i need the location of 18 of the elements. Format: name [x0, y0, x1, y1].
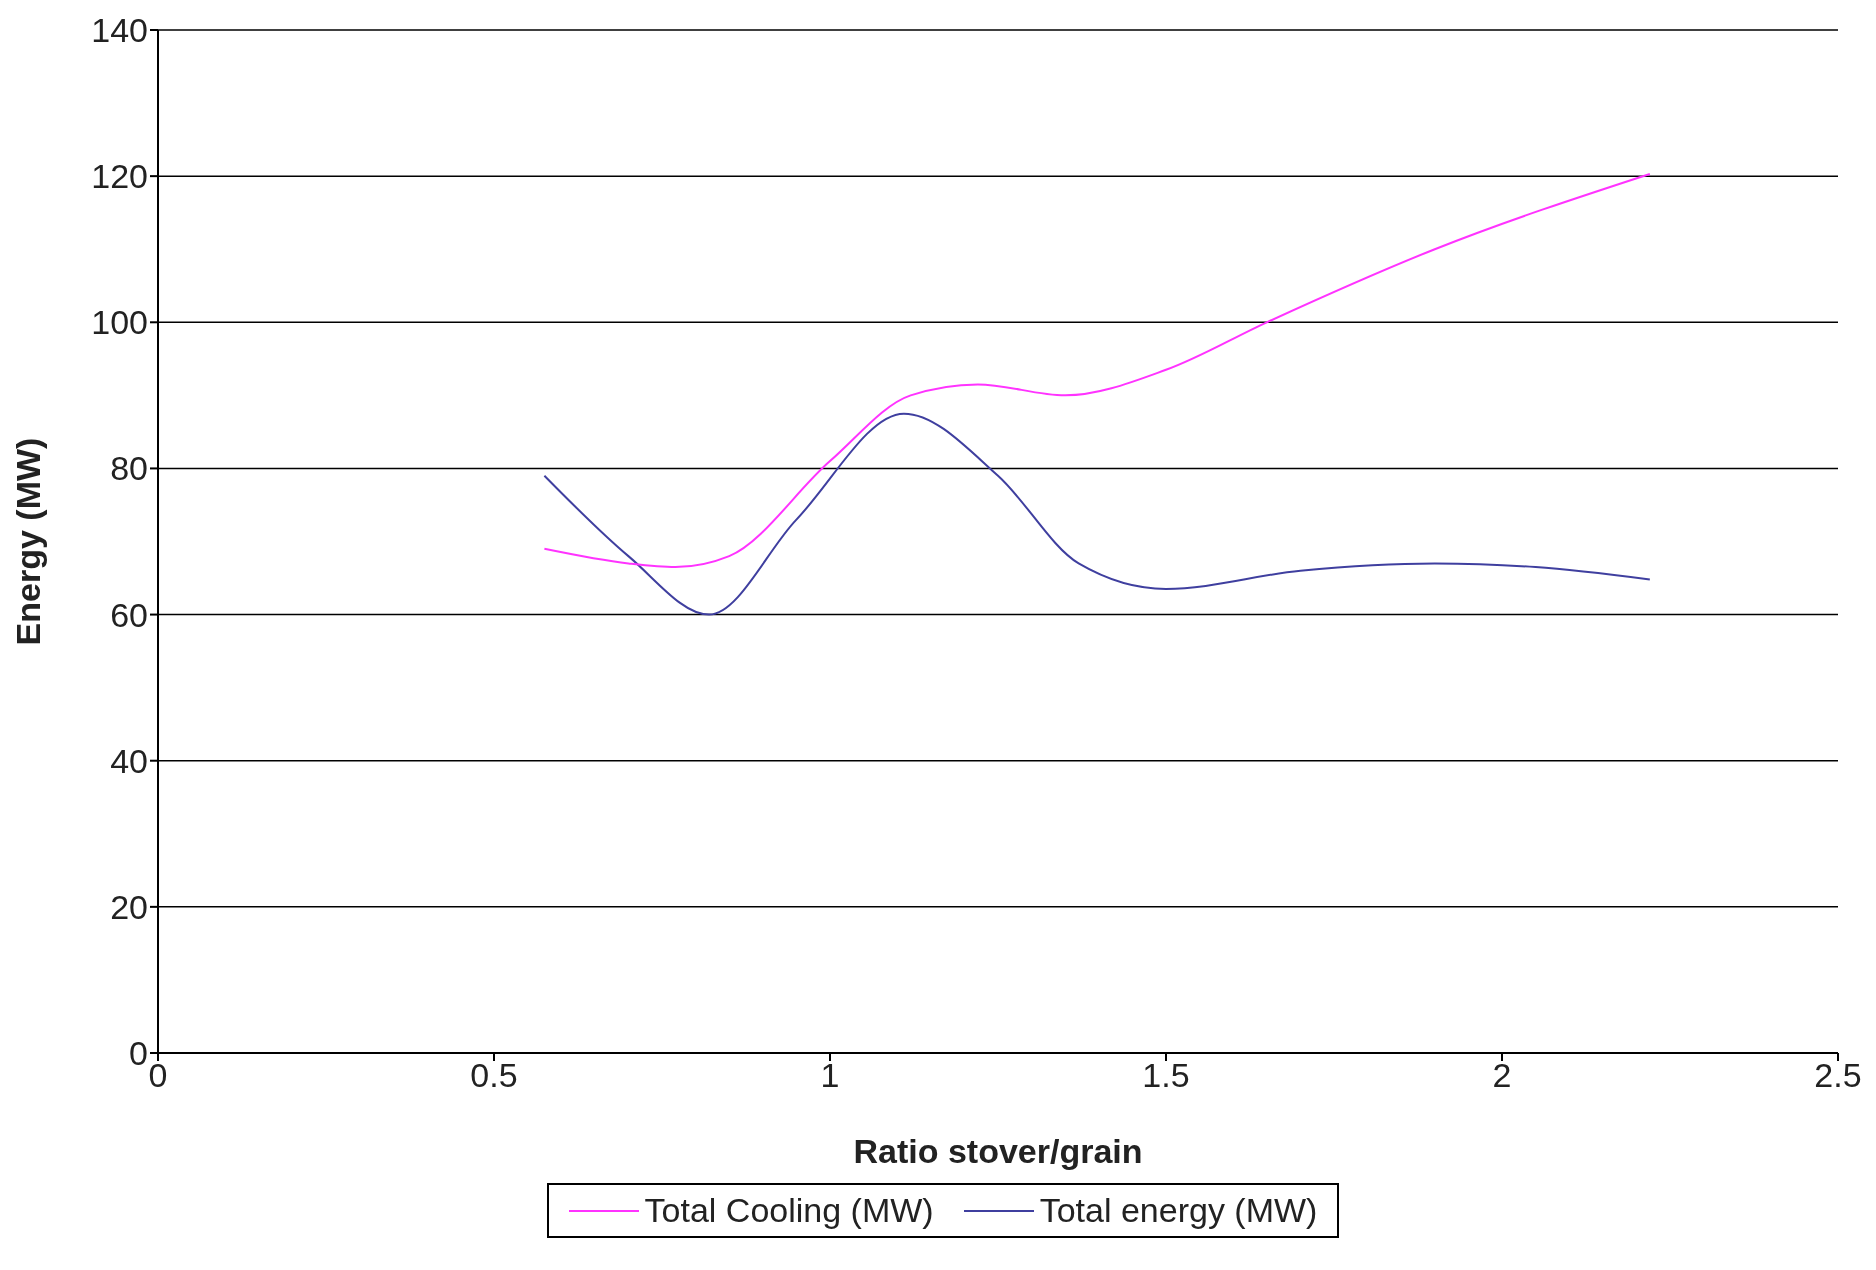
x-axis-title: Ratio stover/grain: [853, 1132, 1143, 1170]
x-tick-label: 1: [820, 1056, 840, 1095]
y-tick-label: 140: [91, 11, 148, 50]
y-tick-label: 20: [110, 887, 148, 926]
x-tick-label: 2: [1492, 1056, 1512, 1095]
line-series: [543, 172, 1651, 569]
y-tick-label: 40: [110, 741, 148, 780]
y-tick-label: 100: [91, 303, 148, 342]
legend-label: Total Cooling (MW): [643, 1191, 934, 1230]
y-tick-label: 60: [110, 595, 148, 634]
x-tick-label: 1.5: [1142, 1056, 1190, 1095]
x-tick-label: 2.5: [1814, 1056, 1862, 1095]
y-tick-label: 120: [91, 157, 148, 196]
line-series: [543, 412, 1651, 616]
y-axis-title: Energy (MW): [9, 437, 48, 646]
x-tick-label: 0.5: [470, 1056, 518, 1095]
y-tick-label: 80: [110, 449, 148, 488]
legend-label: Total energy (MW): [1038, 1191, 1318, 1230]
